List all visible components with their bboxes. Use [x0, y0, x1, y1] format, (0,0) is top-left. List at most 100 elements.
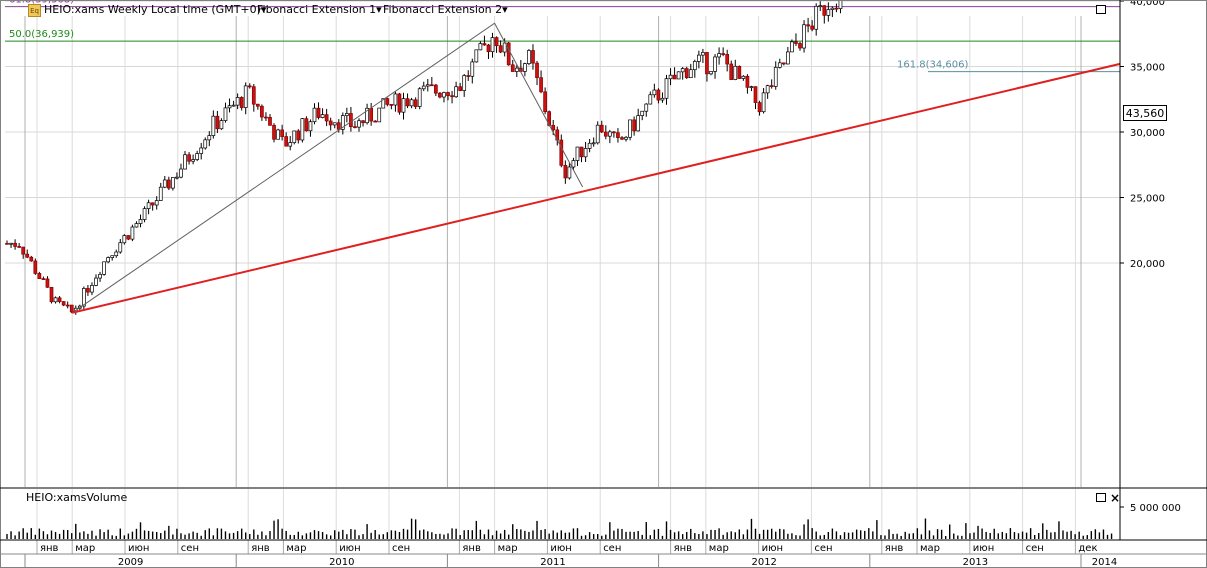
candle-body: [239, 97, 244, 108]
candle-body: [183, 154, 187, 170]
candle-body: [324, 114, 329, 122]
candle-body: [276, 129, 280, 140]
candle-body: [810, 25, 814, 30]
candle-body: [21, 246, 26, 255]
candle-body: [680, 68, 685, 73]
fibonacci-labels: 100.0(48,079)76.4(42,821)61.8(39,568)50.…: [9, 0, 969, 71]
x-axis: янв мар июн сен янв мар июн сен янв мар июн сен янв м…: [24, 540, 1117, 568]
candle-body: [579, 146, 584, 158]
candle-body: [474, 49, 479, 63]
candle-body: [709, 71, 713, 75]
candle-body: [94, 277, 98, 286]
candle-body: [438, 92, 442, 98]
candle-body: [130, 226, 135, 240]
candle-body: [288, 142, 293, 147]
candle-body: [425, 84, 430, 87]
candle-body: [587, 142, 592, 149]
candle-body: [336, 122, 341, 130]
candle-body: [701, 52, 705, 56]
candle-body: [688, 69, 693, 79]
candle-body: [462, 75, 467, 91]
x-month-label: янв: [674, 543, 693, 554]
candle-body: [794, 41, 798, 44]
candle-body: [466, 75, 471, 77]
candle-body: [312, 107, 317, 123]
candle-body: [381, 98, 386, 109]
x-year-label: 2009: [118, 557, 143, 568]
candle-body: [664, 78, 669, 99]
maximize-button[interactable]: [1096, 5, 1106, 14]
candle-body: [523, 63, 527, 72]
candle-body: [61, 301, 66, 306]
candle-body: [215, 115, 220, 130]
candle-body: [830, 7, 835, 10]
candle-body: [539, 77, 543, 93]
candlestick-series: [5, 0, 843, 315]
candle-body: [692, 61, 697, 71]
candle-body: [361, 120, 365, 124]
candle-body: [494, 37, 499, 47]
candle-body: [41, 278, 46, 280]
fib-extension-2-menu[interactable]: Fibonacci Extension 2▾: [383, 3, 508, 16]
candle-body: [620, 137, 624, 140]
candle-body: [757, 102, 762, 113]
fib1-pivots: [71, 22, 584, 314]
x-year-label: 2013: [963, 557, 988, 568]
candle-body: [90, 285, 94, 293]
candle-body: [114, 251, 119, 257]
candle-body: [535, 62, 539, 79]
candle-body: [328, 120, 333, 126]
candle-body: [98, 274, 102, 279]
candle-body: [300, 118, 305, 141]
candle-body: [531, 50, 535, 64]
candle-body: [389, 104, 394, 106]
x-month-label: сен: [603, 543, 621, 554]
candle-body: [195, 153, 200, 160]
candle-body: [25, 253, 30, 258]
candle-body: [624, 136, 628, 140]
candle-body: [482, 43, 487, 46]
candle-body: [745, 75, 750, 88]
x-month-label: янв: [251, 543, 270, 554]
candle-body: [122, 235, 127, 244]
candle-body: [340, 115, 345, 130]
candle-body: [721, 53, 725, 55]
candle-body: [413, 99, 418, 107]
y-tick-label: 30,000: [1130, 128, 1165, 139]
candle-body: [571, 160, 576, 168]
candle-body: [490, 37, 495, 53]
y-axis: 20,00025,00030,00035,00040,00045,00050,0…: [1120, 0, 1181, 514]
candle-body: [187, 154, 191, 162]
candle-body: [733, 65, 738, 80]
candle-body: [559, 139, 564, 166]
candle-body: [790, 41, 794, 53]
volume-maximize-button[interactable]: [1096, 493, 1106, 502]
y-tick-label: 25,000: [1130, 194, 1165, 205]
candle-body: [373, 120, 378, 123]
volume-close-button[interactable]: ×: [1110, 491, 1121, 505]
x-month-label: июн: [762, 543, 783, 554]
candle-body: [543, 91, 547, 112]
candle-body: [417, 88, 422, 107]
candle-body: [506, 42, 511, 66]
candle-body: [17, 246, 21, 248]
candle-body: [551, 125, 556, 131]
candle-body: [599, 124, 604, 133]
fib-extension-1-menu[interactable]: Fibonacci Extension 1▾: [257, 3, 382, 16]
volume-tick-label: 5 000 000: [1130, 503, 1181, 514]
candle-body: [429, 84, 434, 87]
candle-body: [235, 97, 240, 106]
candle-body: [446, 92, 450, 97]
candle-body: [717, 53, 721, 58]
candle-body: [409, 99, 414, 107]
chart-title[interactable]: HEIO:xams Weekly Local time (GMT+0)▾: [44, 3, 267, 16]
x-month-label: мар: [709, 543, 729, 554]
candle-body: [806, 24, 810, 27]
candle-body: [154, 200, 159, 206]
candle-body: [595, 124, 600, 144]
y-tick-label: 35,000: [1130, 63, 1165, 74]
candle-body: [223, 107, 228, 121]
candle-body: [826, 9, 831, 16]
